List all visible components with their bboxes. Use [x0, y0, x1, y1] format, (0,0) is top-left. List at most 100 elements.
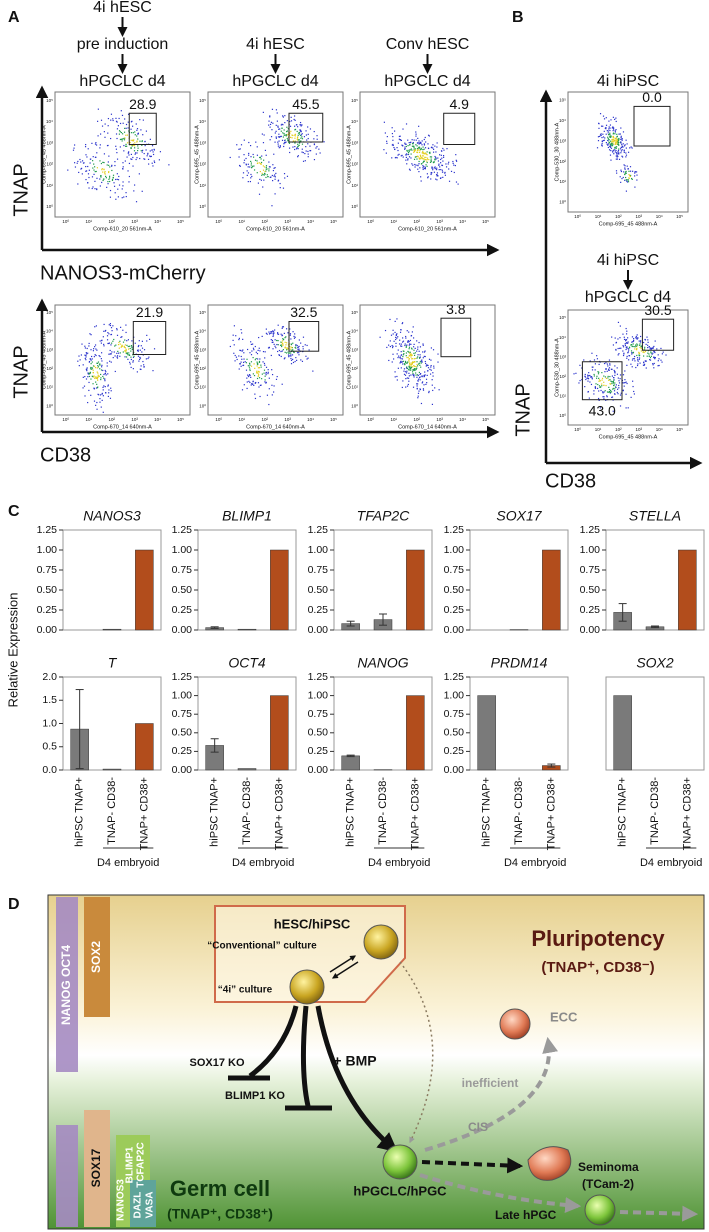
event-dot [100, 377, 102, 379]
event-dot [84, 395, 86, 397]
event-dot [601, 145, 603, 147]
event-dot [402, 341, 404, 343]
event-dot [631, 345, 633, 347]
event-dot [422, 165, 424, 167]
event-dot [590, 376, 593, 378]
event-dot [627, 342, 629, 344]
event-dot [84, 357, 86, 360]
header-label: hPGCLC d4 [585, 289, 671, 306]
y-tick-label: 0.25 [37, 604, 58, 616]
event-dot [141, 144, 143, 146]
event-dot [624, 144, 626, 146]
event-dot [303, 136, 306, 138]
event-dot [617, 155, 619, 158]
event-dot [315, 153, 317, 155]
event-dot [617, 141, 620, 144]
event-dot [624, 167, 626, 169]
event-dot [109, 324, 112, 327]
event-dot [283, 145, 285, 148]
event-dot [581, 379, 583, 381]
event-dot [94, 326, 96, 328]
event-dot [638, 358, 640, 361]
event-dot [152, 165, 154, 167]
x-tick-label: hiPSC TNAP+ [481, 777, 493, 847]
event-dot [623, 151, 625, 153]
pluripotency-title: Pluripotency [531, 926, 665, 951]
event-dot [400, 155, 402, 157]
gene-label: VASA [145, 1191, 156, 1218]
event-dot [250, 162, 253, 164]
event-dot [416, 361, 418, 363]
event-dot [420, 360, 422, 362]
event-dot [290, 352, 292, 354]
event-dot [122, 167, 124, 170]
event-dot [284, 139, 286, 141]
event-dot [596, 358, 599, 360]
event-dot [639, 343, 641, 345]
event-dot [99, 133, 102, 135]
event-dot [95, 142, 97, 144]
event-dot [127, 345, 129, 348]
event-dot [130, 350, 132, 352]
event-dot [422, 357, 424, 359]
event-dot [282, 338, 284, 340]
gene-label: DAZL [133, 1192, 144, 1219]
event-dot [420, 157, 423, 159]
event-dot [437, 361, 439, 363]
event-dot [119, 352, 121, 354]
event-dot [101, 169, 103, 171]
event-dot [126, 353, 128, 355]
event-dot [601, 372, 603, 374]
event-dot [287, 348, 289, 350]
event-dot [121, 114, 124, 117]
event-dot [114, 192, 116, 194]
event-dot [417, 348, 419, 350]
event-dot [601, 379, 603, 381]
event-dot [265, 170, 267, 172]
event-dot [284, 347, 286, 349]
event-dot [433, 161, 436, 163]
event-dot [615, 142, 617, 144]
event-dot [94, 143, 97, 145]
event-dot [635, 345, 637, 347]
event-dot [246, 381, 248, 383]
event-dot [93, 400, 96, 402]
event-dot [435, 178, 437, 180]
y-tick-label: 10³ [199, 140, 206, 145]
event-dot [259, 358, 261, 360]
event-dot [626, 165, 628, 167]
event-dot [86, 353, 88, 355]
event-dot [599, 380, 602, 382]
event-dot [410, 364, 412, 366]
event-dot [607, 136, 609, 138]
event-dot [106, 145, 109, 147]
event-dot [95, 348, 97, 350]
event-dot [119, 131, 121, 133]
event-dot [612, 130, 614, 132]
event-dot [413, 369, 415, 371]
event-dot [67, 169, 69, 171]
event-dot [626, 347, 628, 349]
event-dot [627, 352, 629, 354]
event-dot [97, 379, 99, 381]
event-dot [398, 135, 401, 138]
event-dot [109, 360, 111, 362]
event-dot [85, 359, 87, 361]
event-dot [615, 384, 617, 386]
event-dot [125, 349, 127, 352]
event-dot [396, 333, 398, 335]
gene-bar [56, 1125, 78, 1227]
event-dot [249, 180, 252, 183]
event-dot [286, 126, 288, 128]
event-dot [614, 130, 616, 132]
event-dot [109, 349, 111, 352]
event-dot [290, 346, 292, 348]
event-dot [307, 133, 309, 135]
event-dot [267, 371, 269, 373]
event-dot [419, 364, 421, 366]
event-dot [419, 148, 421, 151]
plot-frame [207, 91, 344, 218]
event-dot [614, 133, 616, 135]
event-dot [595, 377, 598, 379]
event-dot [622, 354, 625, 357]
